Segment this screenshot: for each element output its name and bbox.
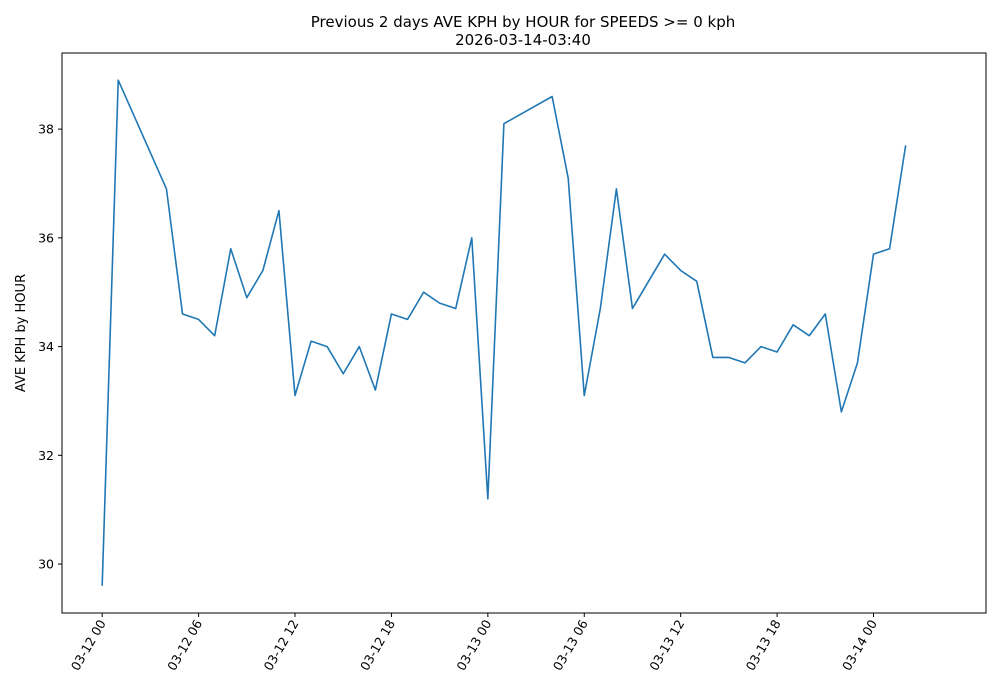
x-tick-label: 03-12 12 [261,617,302,673]
plot-area [101,79,907,586]
x-tick-label: 03-12 06 [164,617,205,673]
y-tick-label: 36 [38,230,54,245]
x-tick-label: 03-14 00 [839,617,880,673]
x-tick-label: 03-13 18 [743,617,784,673]
x-tick-label: 03-13 12 [646,617,687,673]
series-line [101,79,907,586]
y-axis-label: AVE KPH by HOUR [14,274,29,392]
x-tick-label: 03-12 18 [357,617,398,673]
y-axis: 30 32 34 36 38 [38,122,62,572]
x-tick-label: 03-13 06 [550,617,591,673]
y-tick-label: 38 [38,122,54,137]
y-tick-label: 32 [38,448,54,463]
y-tick-label: 34 [38,339,54,354]
x-axis: 03-12 00 03-12 06 03-12 12 03-12 18 03-13 00… [68,613,880,673]
y-tick-label: 30 [38,557,54,572]
x-tick-label: 03-12 00 [68,617,109,673]
x-tick-label: 03-13 00 [453,617,494,673]
chart-subtitle: 2026-03-14-03:40 [455,31,591,49]
chart-title: Previous 2 days AVE KPH by HOUR for SPEE… [311,13,736,31]
plot-frame [61,52,987,614]
